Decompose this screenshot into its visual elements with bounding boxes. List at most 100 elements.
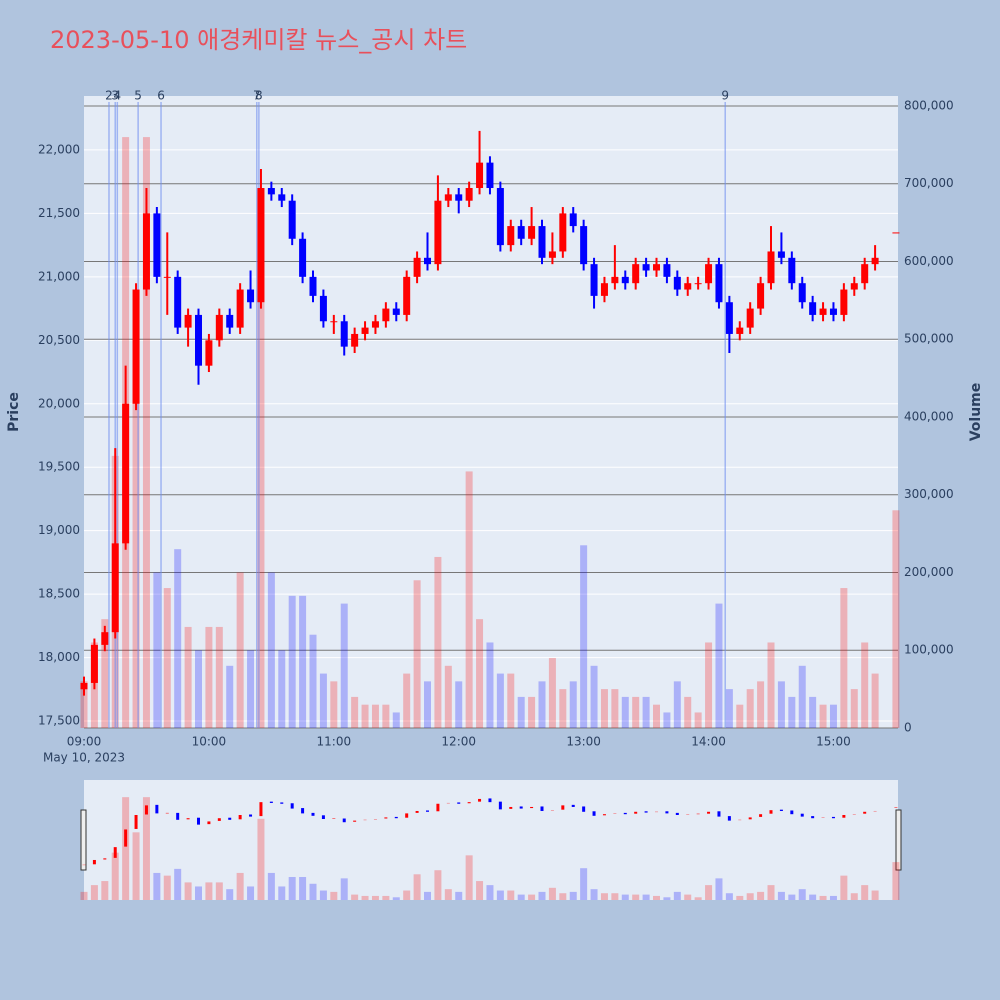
- slider-volume-bar: [736, 895, 744, 900]
- slider-volume-bar: [476, 881, 484, 900]
- y2-tick-label: 100,000: [904, 643, 954, 657]
- volume-bar: [642, 696, 650, 728]
- x-tick-label: 10:00: [192, 735, 227, 749]
- slider-volume-bar: [153, 872, 161, 900]
- news-label: 5: [134, 89, 142, 103]
- volume-bar: [694, 712, 702, 728]
- y2-axis-title: Volume: [968, 383, 984, 442]
- volume-bar: [653, 704, 661, 728]
- slider-volume-bar: [174, 868, 182, 900]
- y-axis-title: Price: [6, 392, 22, 432]
- volume-bar: [507, 673, 515, 728]
- y2-tick-label: 300,000: [904, 487, 954, 501]
- slider-volume-bar: [767, 885, 775, 900]
- slider-volume-bar: [215, 882, 223, 900]
- slider-volume-bar: [361, 895, 369, 900]
- slider-volume-bar: [548, 887, 556, 900]
- news-label: 7: [253, 89, 261, 103]
- slider-volume-bar: [528, 894, 536, 900]
- candle-body: [673, 276, 681, 290]
- volume-bar: [496, 673, 504, 728]
- volume-bar: [465, 471, 473, 728]
- candle-body: [382, 308, 390, 322]
- slider-volume-bar: [319, 890, 327, 900]
- volume-bar: [684, 696, 692, 728]
- candle-body: [174, 276, 182, 328]
- slider-volume-bar: [840, 875, 848, 900]
- slider-volume-bar: [590, 889, 598, 900]
- slider-volume-bar: [684, 894, 692, 900]
- slider-volume-bar: [122, 797, 130, 900]
- range-slider[interactable]: [84, 780, 898, 900]
- slider-volume-bar: [694, 897, 702, 900]
- slider-volume-bar: [559, 893, 567, 900]
- slider-volume-bar: [486, 885, 494, 900]
- volume-bar: [351, 696, 359, 728]
- volume-bar: [673, 681, 681, 728]
- candle-body: [746, 308, 754, 328]
- candle-body: [299, 238, 307, 277]
- slider-volume-bar: [80, 891, 88, 900]
- slider-volume-bar: [653, 895, 661, 900]
- y2-tick-label: 400,000: [904, 409, 954, 423]
- slider-volume-bar: [777, 891, 785, 900]
- candle-body: [424, 257, 432, 265]
- slider-volume-bar: [496, 890, 504, 900]
- volume-bar: [392, 712, 400, 728]
- slider-volume-bar: [850, 893, 858, 900]
- candle-body: [861, 264, 869, 284]
- range-handle[interactable]: [895, 809, 902, 871]
- candle-body: [892, 232, 900, 234]
- slider-volume-bar: [184, 882, 192, 900]
- volume-bar: [403, 673, 411, 728]
- candle-body: [580, 226, 588, 265]
- range-handle[interactable]: [80, 809, 87, 871]
- slider-volume-bar: [267, 872, 275, 900]
- candle-body: [705, 264, 713, 284]
- candle-body: [465, 188, 473, 201]
- y-tick-label: 21,000: [38, 269, 80, 283]
- chart-title: 2023-05-10 애경케미칼 뉴스_공시 차트: [50, 26, 467, 54]
- candle-body: [80, 682, 88, 690]
- volume-bar: [257, 261, 265, 728]
- slider-volume-bar: [403, 890, 411, 900]
- y-tick-label: 19,500: [38, 460, 80, 474]
- x-date-label: May 10, 2023: [43, 751, 125, 765]
- candle-body: [590, 264, 598, 296]
- y2-tick-label: 500,000: [904, 332, 954, 346]
- volume-bar: [809, 696, 817, 728]
- candle-body: [236, 289, 244, 328]
- volume-bar: [580, 545, 588, 728]
- candle-body: [434, 200, 442, 265]
- candle-body: [392, 308, 400, 315]
- candle-body: [569, 213, 577, 227]
- volume-bar: [892, 510, 900, 728]
- volume-bar: [528, 696, 536, 728]
- volume-bar: [80, 681, 88, 728]
- candle-body: [153, 213, 161, 277]
- candle-body: [611, 276, 619, 284]
- volume-bar: [413, 580, 421, 728]
- volume-bar: [517, 696, 525, 728]
- candle-body: [559, 213, 567, 252]
- candle-body: [101, 632, 109, 645]
- slider-volume-bar: [236, 872, 244, 900]
- volume-bar: [850, 689, 858, 728]
- y2-tick-label: 200,000: [904, 565, 954, 579]
- slider-volume-bar: [673, 891, 681, 900]
- y2-tick-label: 600,000: [904, 254, 954, 268]
- candle-body: [694, 283, 702, 285]
- candle-body: [413, 257, 421, 277]
- candle-body: [309, 276, 317, 296]
- volume-bar: [236, 572, 244, 728]
- slider-volume-bar: [600, 893, 608, 900]
- y-tick-label: 17,500: [38, 714, 80, 728]
- volume-bar: [184, 626, 192, 728]
- slider-volume-bar: [392, 897, 400, 900]
- volume-bar: [174, 549, 182, 728]
- slider-volume-bar: [424, 891, 432, 900]
- slider-volume-bar: [538, 891, 546, 900]
- volume-bar: [871, 673, 879, 728]
- slider-volume-bar: [226, 889, 234, 900]
- candle-body: [476, 162, 484, 189]
